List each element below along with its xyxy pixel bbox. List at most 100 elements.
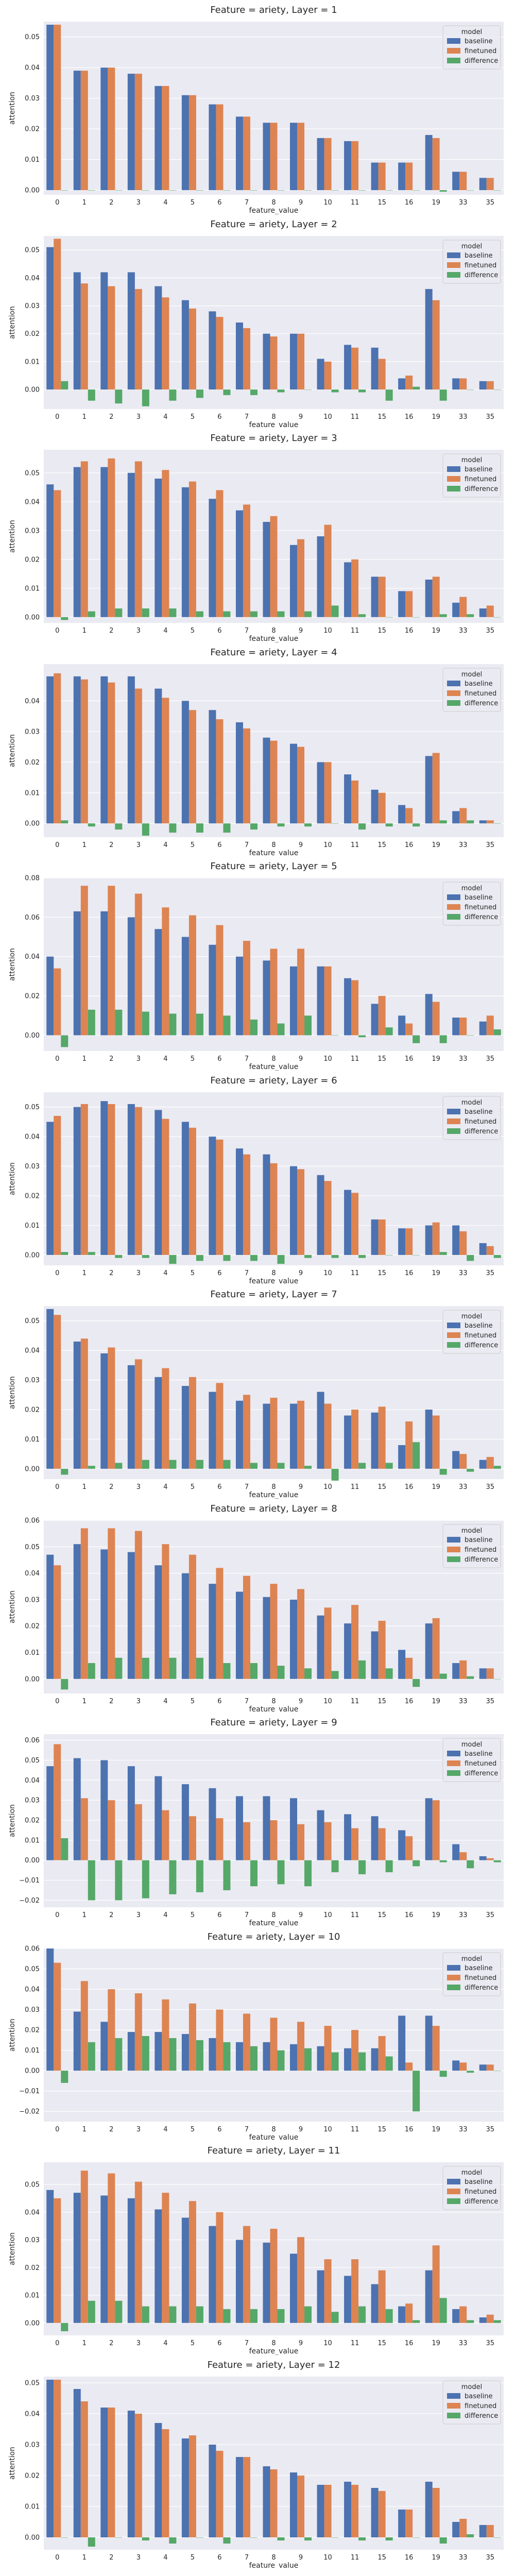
x-tick-label: 10 xyxy=(323,841,332,849)
x-tick-label: 15 xyxy=(377,2126,386,2133)
y-tick-label: 0.02 xyxy=(25,556,40,564)
x-tick-label: 5 xyxy=(191,1483,195,1491)
legend-entry: finetuned xyxy=(465,262,496,269)
bar-finetuned-16 xyxy=(405,2303,413,2323)
bar-difference-11 xyxy=(358,1463,366,1469)
x-tick-label: 9 xyxy=(299,841,303,849)
y-tick-label: 0.03 xyxy=(25,302,40,310)
y-tick-label: 0.05 xyxy=(25,1965,40,1973)
bar-finetuned-15 xyxy=(378,1828,386,1860)
x-tick-label: 3 xyxy=(136,1269,141,1277)
bar-difference-2 xyxy=(115,2300,123,2323)
x-tick-label: 35 xyxy=(486,1055,494,1063)
bar-finetuned-33 xyxy=(459,808,467,823)
x-tick-label: 4 xyxy=(163,2554,167,2562)
bar-baseline-19 xyxy=(425,2270,433,2323)
legend-swatch xyxy=(447,700,460,706)
chart-panel-6: Feature = ariety, Layer = 6 0.00 0.01 0.02 0… xyxy=(8,1075,504,1284)
bar-difference-8 xyxy=(277,1860,285,1885)
y-axis-label: attention xyxy=(8,2019,16,2052)
legend-swatch xyxy=(447,914,460,920)
bar-finetuned-19 xyxy=(432,1415,440,1469)
bar-baseline-7 xyxy=(235,510,243,617)
x-tick-label: 1 xyxy=(82,1055,87,1063)
bar-baseline-10 xyxy=(317,2270,324,2323)
bar-finetuned-15 xyxy=(378,2036,386,2071)
x-tick-label: 7 xyxy=(245,199,249,207)
y-tick-label: 0.04 xyxy=(25,64,40,72)
legend-swatch xyxy=(447,1964,460,1971)
bar-baseline-8 xyxy=(263,1597,270,1679)
y-tick-label: 0.04 xyxy=(25,498,40,506)
bar-finetuned-35 xyxy=(486,2314,494,2323)
legend-entry: baseline xyxy=(465,1322,492,1330)
y-tick-label: 0.00 xyxy=(25,820,40,827)
bar-finetuned-10 xyxy=(324,524,332,617)
y-tick-label: 0.04 xyxy=(25,2209,40,2216)
bar-difference-1 xyxy=(88,190,95,191)
bar-difference-2 xyxy=(115,1255,123,1258)
bar-finetuned-10 xyxy=(324,1607,332,1679)
bar-baseline-1 xyxy=(73,272,81,389)
x-tick-label: 6 xyxy=(217,841,221,849)
x-tick-label: 8 xyxy=(271,199,276,207)
bar-finetuned-11 xyxy=(351,2484,359,2537)
bar-baseline-0 xyxy=(46,2379,54,2537)
bar-finetuned-0 xyxy=(54,24,61,191)
x-tick-label: 11 xyxy=(351,1483,359,1491)
bar-finetuned-10 xyxy=(324,1403,332,1469)
bar-finetuned-8 xyxy=(270,2229,278,2323)
bar-difference-3 xyxy=(142,2537,149,2540)
y-tick-label: 0.01 xyxy=(25,2292,40,2300)
legend-swatch xyxy=(447,1546,460,1552)
legend-title: model xyxy=(461,1527,482,1535)
bar-difference-35 xyxy=(493,190,501,191)
bar-difference-15 xyxy=(385,2056,393,2071)
bar-finetuned-8 xyxy=(270,1398,278,1469)
bar-difference-5 xyxy=(196,2537,203,2538)
x-tick-label: 8 xyxy=(271,1269,276,1277)
bar-difference-7 xyxy=(250,611,258,617)
bar-finetuned-2 xyxy=(108,1347,115,1469)
legend: model baseline finetuned difference xyxy=(442,240,501,283)
bar-baseline-6 xyxy=(209,499,216,617)
bar-finetuned-1 xyxy=(80,283,88,389)
x-tick-label: 33 xyxy=(459,1483,468,1491)
bar-baseline-3 xyxy=(127,1766,135,1860)
bar-finetuned-11 xyxy=(351,780,359,823)
legend-entry: difference xyxy=(465,1556,498,1564)
bar-baseline-1 xyxy=(73,1107,81,1255)
x-tick-label: 8 xyxy=(271,1055,276,1063)
legend-swatch xyxy=(447,2198,460,2204)
bar-difference-33 xyxy=(467,2070,474,2073)
bar-difference-11 xyxy=(358,1035,366,1038)
bar-baseline-16 xyxy=(398,2306,406,2323)
bar-finetuned-4 xyxy=(162,1118,169,1255)
x-tick-label: 11 xyxy=(351,1911,359,1919)
bar-baseline-5 xyxy=(181,2217,189,2323)
bar-baseline-15 xyxy=(371,162,379,191)
bar-baseline-33 xyxy=(452,1663,460,1679)
bar-baseline-3 xyxy=(127,74,135,191)
x-tick-label: 6 xyxy=(217,1483,221,1491)
x-tick-label: 7 xyxy=(245,1483,249,1491)
bar-finetuned-3 xyxy=(134,74,142,191)
bar-difference-7 xyxy=(250,2537,258,2538)
bar-baseline-11 xyxy=(344,562,352,617)
x-tick-label: 15 xyxy=(377,2554,386,2562)
bar-difference-9 xyxy=(304,823,312,826)
x-tick-label: 10 xyxy=(323,1483,332,1491)
bar-baseline-7 xyxy=(235,2042,243,2071)
bar-baseline-7 xyxy=(235,1148,243,1255)
bar-difference-4 xyxy=(169,2537,177,2544)
bar-finetuned-9 xyxy=(297,539,305,617)
bar-baseline-19 xyxy=(425,994,433,1036)
legend-entry: baseline xyxy=(465,1108,492,1116)
bar-difference-6 xyxy=(223,1663,231,1679)
bar-baseline-2 xyxy=(100,1549,108,1679)
chart-title: Feature = ariety, Layer = 7 xyxy=(210,1289,337,1300)
bar-baseline-8 xyxy=(263,522,270,617)
bar-finetuned-10 xyxy=(324,2259,332,2323)
bar-baseline-10 xyxy=(317,1615,324,1679)
bar-baseline-2 xyxy=(100,67,108,191)
